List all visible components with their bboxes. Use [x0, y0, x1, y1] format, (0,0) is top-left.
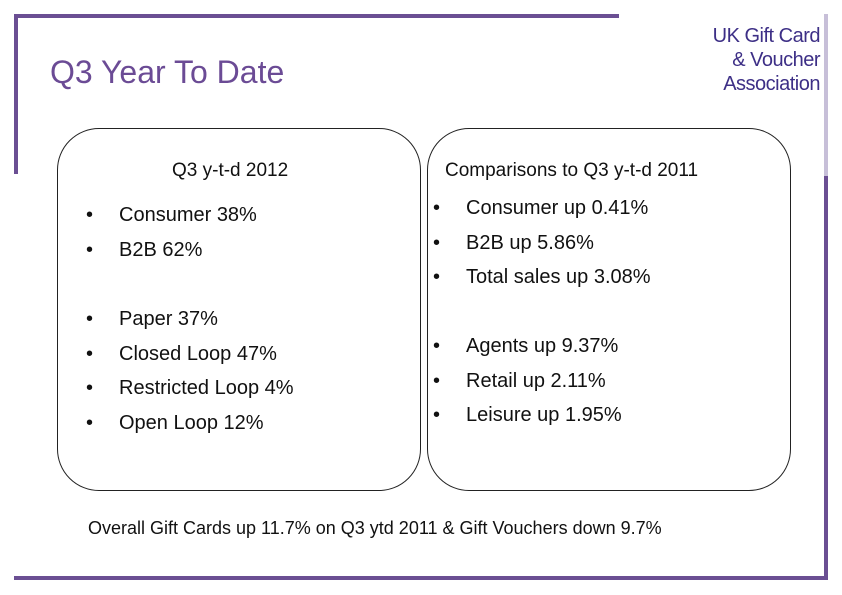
list-item: Restricted Loop 4% [86, 371, 294, 406]
left-group-2: Paper 37% Closed Loop 47% Restricted Loo… [86, 302, 294, 440]
frame-right-line [824, 14, 828, 176]
left-group-1: Consumer 38% B2B 62% [86, 198, 257, 267]
logo-line-3: Association [723, 73, 820, 95]
frame-right-line-lower [824, 176, 828, 580]
list-item: Closed Loop 47% [86, 337, 294, 372]
list-item: Retail up 2.11% [433, 364, 622, 399]
frame-left-line [14, 14, 18, 174]
list-item: Paper 37% [86, 302, 294, 337]
list-item: B2B up 5.86% [433, 226, 651, 261]
frame-top-line [14, 14, 619, 18]
list-item: Consumer 38% [86, 198, 257, 233]
association-logo: UK Gift Card & Voucher Association [680, 24, 821, 96]
summary-footer: Overall Gift Cards up 11.7% on Q3 ytd 20… [88, 518, 662, 538]
list-item: Total sales up 3.08% [433, 260, 651, 295]
right-group-1: Consumer up 0.41% B2B up 5.86% Total sal… [433, 191, 651, 295]
list-item: Agents up 9.37% [433, 329, 622, 364]
logo-line-2: & Voucher [732, 49, 820, 71]
right-panel-heading: Comparisons to Q3 y-t-d 2011 [445, 160, 699, 181]
right-group-2: Agents up 9.37% Retail up 2.11% Leisure … [433, 329, 622, 433]
list-item: Consumer up 0.41% [433, 191, 651, 226]
left-panel-heading: Q3 y-t-d 2012 [172, 160, 289, 181]
list-item: Leisure up 1.95% [433, 398, 622, 433]
slide-title: Q3 Year To Date [50, 54, 285, 90]
frame-bottom-line [14, 576, 828, 580]
list-item: Open Loop 12% [86, 406, 294, 441]
list-item: B2B 62% [86, 233, 257, 268]
logo-line-1: UK Gift Card [712, 25, 821, 47]
right-panel [427, 128, 791, 491]
